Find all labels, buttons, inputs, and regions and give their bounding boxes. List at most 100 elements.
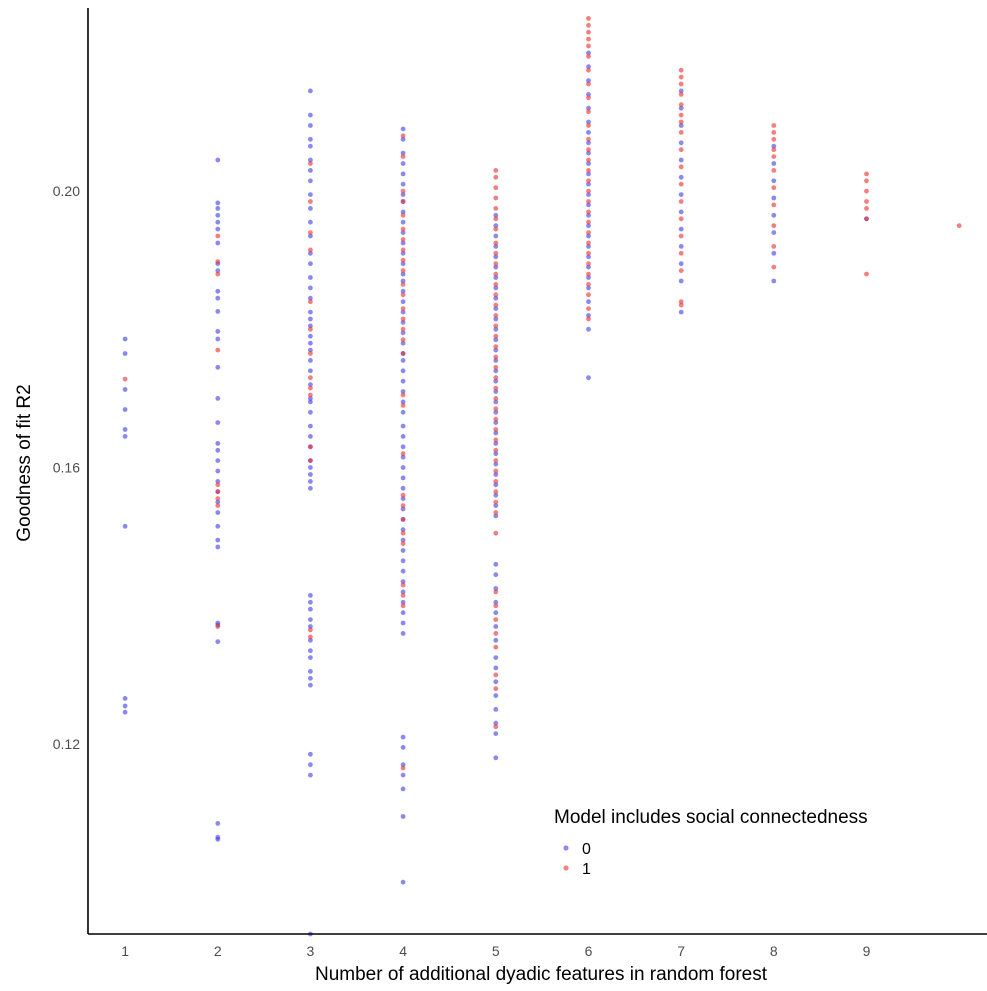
data-point-series-0 bbox=[400, 368, 406, 374]
data-point-series-0 bbox=[493, 482, 499, 488]
data-point-series-1 bbox=[308, 392, 313, 398]
data-point-series-1 bbox=[586, 209, 591, 215]
data-point-series-0 bbox=[493, 430, 499, 436]
data-point-series-0 bbox=[308, 479, 313, 484]
data-point-series-1 bbox=[586, 123, 591, 128]
data-point-series-0 bbox=[586, 375, 591, 381]
data-point-series-0 bbox=[122, 407, 128, 412]
data-point-series-1 bbox=[586, 54, 591, 59]
data-point-series-0 bbox=[400, 610, 406, 616]
data-point-series-0 bbox=[308, 617, 313, 622]
data-point-series-0 bbox=[215, 523, 221, 529]
data-point-series-0 bbox=[215, 479, 221, 484]
data-point-series-1 bbox=[400, 451, 406, 457]
data-point-series-0 bbox=[400, 734, 406, 740]
data-point-series-1 bbox=[215, 624, 221, 629]
data-point-series-1 bbox=[586, 43, 591, 49]
data-point-series-0 bbox=[400, 309, 406, 315]
data-point-series-0 bbox=[122, 523, 128, 529]
data-point-series-0 bbox=[493, 472, 499, 477]
data-point-series-0 bbox=[493, 461, 499, 467]
data-point-series-1 bbox=[493, 530, 499, 536]
data-point-series-0 bbox=[586, 202, 591, 208]
data-point-series-1 bbox=[771, 223, 777, 229]
legend-swatch-0 bbox=[563, 845, 569, 851]
data-point-series-1 bbox=[771, 136, 777, 142]
x-tick-label: 6 bbox=[585, 943, 593, 959]
y-tick-label: 0.20 bbox=[53, 183, 80, 199]
data-point-series-1 bbox=[586, 219, 591, 225]
data-point-series-0 bbox=[215, 329, 221, 334]
data-point-series-0 bbox=[308, 396, 313, 401]
data-point-series-0 bbox=[308, 157, 313, 163]
data-point-series-0 bbox=[678, 105, 684, 111]
data-point-series-1 bbox=[308, 326, 313, 332]
data-point-series-0 bbox=[586, 233, 591, 239]
data-point-series-1 bbox=[586, 306, 591, 311]
data-point-series-0 bbox=[400, 181, 406, 187]
data-point-series-0 bbox=[586, 181, 591, 187]
data-point-series-0 bbox=[400, 320, 406, 325]
data-point-series-0 bbox=[215, 226, 221, 232]
data-point-series-0 bbox=[308, 655, 313, 660]
data-point-series-0 bbox=[400, 786, 406, 792]
data-point-series-0 bbox=[493, 503, 499, 508]
data-point-series-0 bbox=[308, 751, 313, 757]
data-point-series-0 bbox=[215, 821, 221, 826]
data-point-series-1 bbox=[586, 240, 591, 246]
data-point-series-0 bbox=[400, 579, 406, 584]
data-point-series-0 bbox=[400, 631, 406, 636]
points-layer bbox=[122, 16, 962, 937]
data-point-series-0 bbox=[400, 219, 406, 225]
data-point-series-1 bbox=[400, 403, 406, 408]
data-point-series-0 bbox=[122, 696, 128, 701]
data-point-series-1 bbox=[864, 216, 869, 222]
data-point-series-1 bbox=[771, 147, 777, 153]
data-point-series-1 bbox=[678, 299, 684, 305]
data-point-series-1 bbox=[400, 582, 406, 588]
data-point-series-1 bbox=[586, 109, 591, 115]
data-point-series-1 bbox=[493, 510, 499, 515]
data-point-series-1 bbox=[400, 517, 406, 522]
data-point-series-0 bbox=[400, 150, 406, 156]
data-point-series-1 bbox=[308, 199, 313, 204]
data-point-series-0 bbox=[493, 316, 499, 322]
data-point-series-0 bbox=[215, 364, 221, 370]
data-point-series-0 bbox=[122, 709, 128, 715]
data-point-series-1 bbox=[400, 351, 406, 356]
data-point-series-0 bbox=[215, 212, 221, 218]
data-point-series-0 bbox=[678, 261, 684, 267]
data-point-series-0 bbox=[308, 358, 313, 363]
data-point-series-1 bbox=[400, 603, 406, 609]
data-point-series-1 bbox=[308, 375, 313, 381]
data-point-series-0 bbox=[493, 254, 499, 260]
data-point-series-1 bbox=[493, 437, 499, 443]
data-point-series-1 bbox=[586, 67, 591, 73]
data-point-series-0 bbox=[586, 171, 591, 177]
data-point-series-1 bbox=[586, 178, 591, 184]
data-point-series-1 bbox=[400, 541, 406, 546]
data-point-series-1 bbox=[493, 631, 499, 636]
data-point-series-0 bbox=[308, 261, 313, 267]
data-point-series-0 bbox=[308, 206, 313, 211]
data-point-series-1 bbox=[586, 147, 591, 153]
data-point-series-1 bbox=[493, 396, 499, 401]
data-point-series-0 bbox=[678, 309, 684, 315]
data-point-series-0 bbox=[308, 285, 313, 291]
data-point-series-0 bbox=[308, 637, 313, 643]
data-point-series-0 bbox=[215, 309, 221, 314]
data-point-series-0 bbox=[586, 299, 591, 305]
data-point-series-1 bbox=[400, 392, 406, 398]
data-point-series-0 bbox=[493, 337, 499, 343]
data-point-series-0 bbox=[400, 358, 406, 363]
data-point-series-0 bbox=[400, 330, 406, 336]
data-point-series-0 bbox=[493, 233, 499, 239]
data-point-series-1 bbox=[308, 299, 313, 305]
data-point-series-1 bbox=[308, 161, 313, 166]
y-axis-title: Goodness of fit R2 bbox=[14, 384, 35, 541]
x-tick-label: 2 bbox=[214, 943, 222, 959]
data-point-series-0 bbox=[586, 150, 591, 156]
data-point-series-1 bbox=[586, 188, 591, 194]
data-point-series-1 bbox=[493, 724, 499, 730]
data-point-series-0 bbox=[586, 130, 591, 135]
